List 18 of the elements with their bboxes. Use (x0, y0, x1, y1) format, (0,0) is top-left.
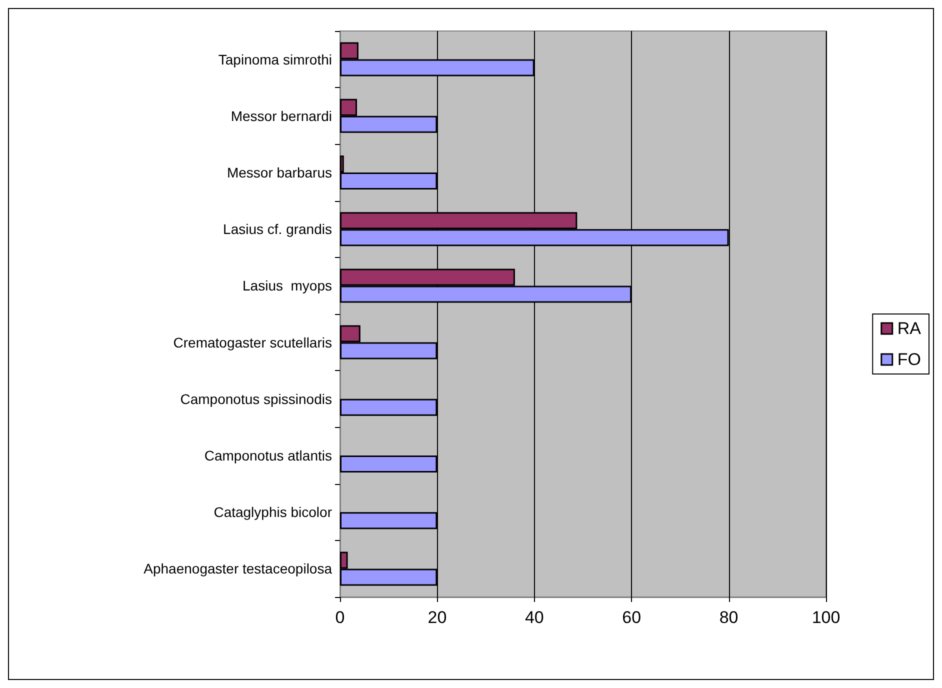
y-tick-label: Camponotus spissinodis (180, 390, 332, 407)
y-tick-label: Lasius cf. grandis (223, 221, 332, 238)
y-tick-label: Camponotus atlantis (204, 448, 332, 464)
y-tick-label: Tapinoma simrothi (218, 51, 332, 68)
x-tick-label: 20 (428, 608, 447, 627)
x-tick-label: 60 (622, 608, 642, 627)
y-tick-label: Messor barbarus (226, 164, 332, 180)
y-tick-label: Aphaenogaster testaceopilosa (144, 560, 332, 577)
legend-label: RA (897, 319, 922, 338)
y-tick-label: Messor bernardi (230, 108, 332, 124)
y-tick-label: Lasius myops (242, 278, 332, 294)
legend-label: FO (897, 350, 921, 369)
y-tick-label: Cataglyphis bicolor (214, 504, 332, 520)
x-tick-label: 40 (524, 608, 544, 627)
y-tick-label: Crematogaster scutellaris (173, 334, 332, 350)
x-tick-label: 100 (812, 608, 840, 627)
x-tick-label: 0 (335, 608, 345, 627)
x-tick-label: 80 (719, 608, 738, 627)
